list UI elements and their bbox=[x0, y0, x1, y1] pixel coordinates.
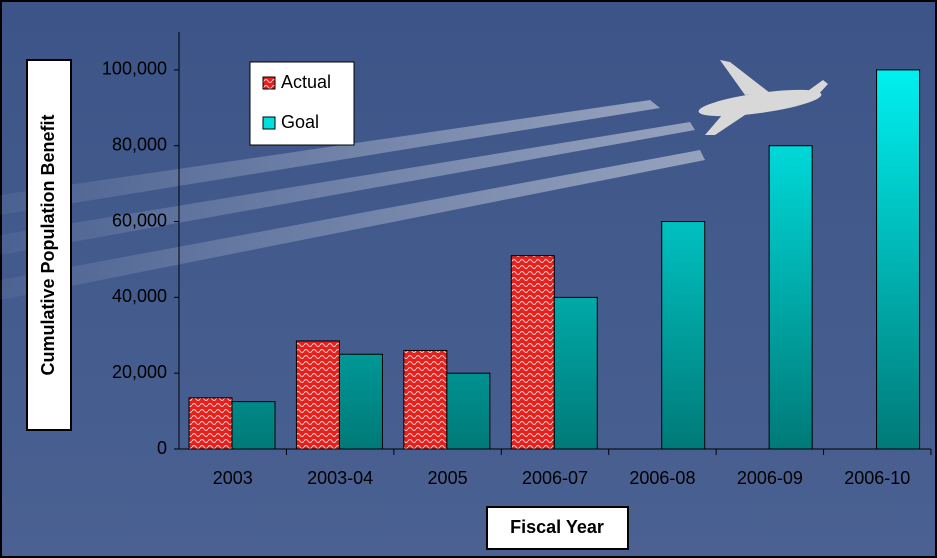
legend-swatch bbox=[262, 116, 276, 130]
x-tick-label: 2006-08 bbox=[629, 468, 695, 488]
bar bbox=[876, 69, 921, 450]
bar bbox=[446, 372, 491, 450]
x-tick-label: 2005 bbox=[428, 468, 468, 488]
x-axis-title: Fiscal Year bbox=[510, 517, 604, 537]
x-tick-label: 2006-09 bbox=[737, 468, 803, 488]
y-tick-label: 100,000 bbox=[102, 59, 167, 79]
y-tick-label: 60,000 bbox=[112, 210, 167, 230]
x-tick-label: 2003-04 bbox=[307, 468, 373, 488]
y-axis-title: Cumulative Population Benefit bbox=[38, 114, 58, 375]
bar bbox=[510, 255, 555, 450]
x-tick-label: 2006-10 bbox=[844, 468, 910, 488]
x-tick-label: 2006-07 bbox=[522, 468, 588, 488]
airplane bbox=[698, 60, 828, 135]
bar bbox=[403, 349, 448, 450]
legend-label: Goal bbox=[281, 112, 319, 132]
x-tick-label: 2003 bbox=[213, 468, 253, 488]
legend bbox=[249, 61, 355, 146]
y-tick-label: 80,000 bbox=[112, 134, 167, 154]
bar bbox=[338, 353, 383, 450]
y-tick-label: 40,000 bbox=[112, 286, 167, 306]
y-tick-label: 20,000 bbox=[112, 362, 167, 382]
x-label-box bbox=[486, 506, 629, 550]
bar bbox=[553, 296, 598, 450]
contrails bbox=[0, 100, 705, 300]
bar bbox=[661, 221, 706, 450]
bar bbox=[231, 401, 276, 450]
y-label-box bbox=[26, 59, 72, 431]
bar bbox=[188, 397, 233, 450]
bar bbox=[295, 340, 340, 450]
legend-label: Actual bbox=[281, 72, 331, 92]
bar bbox=[768, 145, 813, 450]
legend-swatch bbox=[262, 76, 276, 90]
y-tick-label: 0 bbox=[157, 438, 167, 458]
